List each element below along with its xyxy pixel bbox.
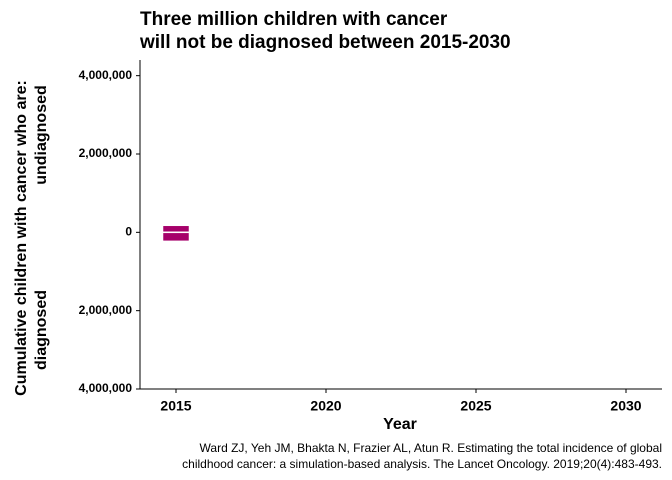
y-tick-label: 0 bbox=[125, 225, 132, 239]
bar bbox=[161, 224, 191, 234]
caption: childhood cancer: a simulation-based ana… bbox=[182, 457, 662, 471]
y-axis-label: Cumulative children with cancer who are: bbox=[13, 80, 30, 396]
y-axis-label-upper: undiagnosed bbox=[33, 85, 50, 185]
x-axis-label: Year bbox=[383, 416, 417, 433]
y-tick-label: 4,000,000 bbox=[79, 381, 133, 395]
caption: Ward ZJ, Yeh JM, Bhakta N, Frazier AL, A… bbox=[200, 441, 662, 455]
x-tick-label: 2025 bbox=[460, 398, 491, 414]
chart-title: will not be diagnosed between 2015-2030 bbox=[139, 32, 511, 53]
bar bbox=[161, 231, 191, 243]
x-tick-label: 2015 bbox=[160, 398, 191, 414]
chart-title: Three million children with cancer bbox=[140, 9, 448, 30]
x-tick-label: 2020 bbox=[310, 398, 341, 414]
y-tick-label: 2,000,000 bbox=[79, 303, 133, 317]
y-axis-label-lower: diagnosed bbox=[33, 290, 50, 370]
x-tick-label: 2030 bbox=[610, 398, 641, 414]
y-tick-label: 4,000,000 bbox=[79, 68, 133, 82]
y-tick-label: 2,000,000 bbox=[79, 146, 133, 160]
